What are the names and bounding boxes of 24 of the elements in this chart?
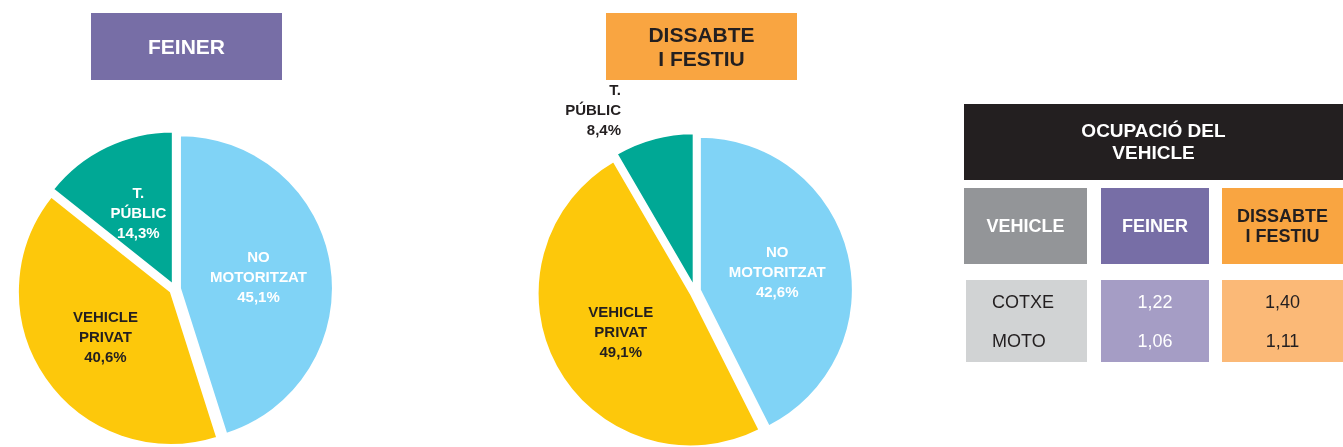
category-label: MOTO <box>992 331 1046 351</box>
text: 1,06 <box>1137 331 1173 351</box>
text: 1,11 <box>1265 331 1300 351</box>
text: OCUPACIÓ DEL VEHICLE <box>1080 120 1227 164</box>
slice-label: VEHICLE PRIVAT <box>588 302 654 340</box>
slice-label: VEHICLE PRIVAT <box>72 308 138 346</box>
category-label: FEINER <box>1121 215 1188 237</box>
slice-label: NO MOTORITZAT <box>728 242 826 280</box>
data-label: 14,3% <box>117 224 160 242</box>
category-label: COTXE <box>992 292 1055 312</box>
data-label: 8,4% <box>586 121 622 138</box>
slice-label: T. PÚBLIC <box>565 81 622 118</box>
category-label: DISSABTE I FESTIU <box>1236 205 1329 247</box>
chart-title: DISSABTE I FESTIU <box>647 22 756 71</box>
data-label: 42,6% <box>755 282 799 300</box>
data-label: 49,1% <box>599 342 643 360</box>
chart-title: FEINER <box>147 34 225 59</box>
slice-label: NO MOTORITZAT <box>210 247 307 285</box>
text: 1,40 <box>1264 292 1301 312</box>
text: VEHICLE <box>986 215 1065 237</box>
text: 1,22 <box>1137 292 1173 312</box>
data-label: 40,6% <box>84 348 127 366</box>
data-label: 45,1% <box>237 287 280 305</box>
slice-label: T. PÚBLIC <box>110 184 167 222</box>
